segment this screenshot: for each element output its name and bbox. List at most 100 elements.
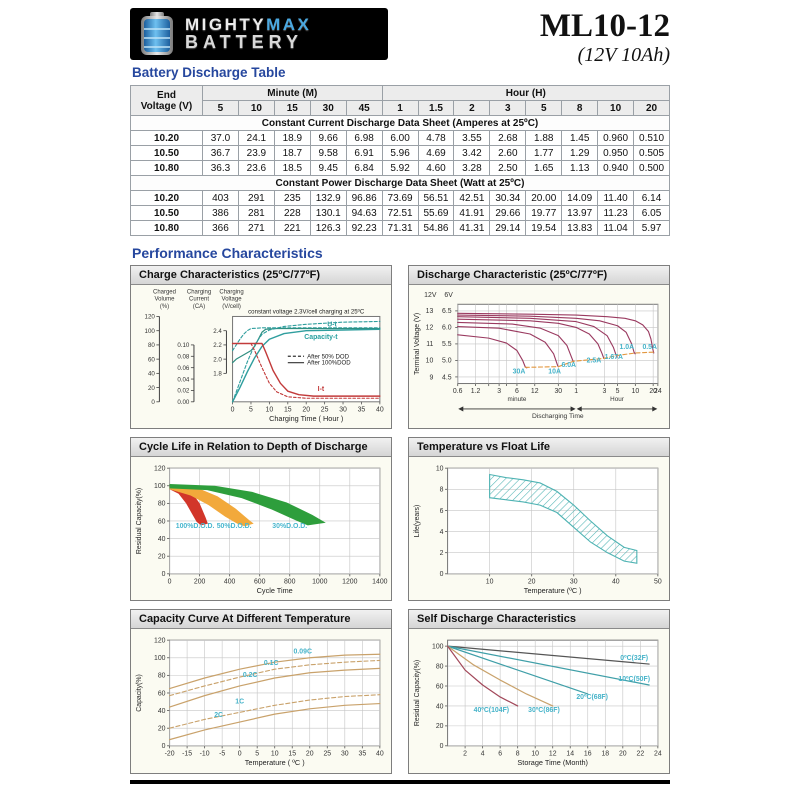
time-col-header: 20 <box>633 100 670 116</box>
value-cell: 41.31 <box>453 220 491 236</box>
value-cell: 11.04 <box>597 220 635 236</box>
value-cell: 1.65 <box>525 160 563 176</box>
svg-text:50: 50 <box>654 579 662 586</box>
svg-text:2.2: 2.2 <box>213 342 222 349</box>
end-voltage-cell: 10.50 <box>130 205 203 221</box>
header: MIGHTYMAX BATTERY Battery Discharge Tabl… <box>130 8 670 83</box>
svg-text:22: 22 <box>636 751 644 758</box>
svg-text:0: 0 <box>168 579 172 586</box>
svg-text:0.1C: 0.1C <box>264 660 279 667</box>
svg-text:80: 80 <box>436 664 444 671</box>
value-cell: 2.50 <box>489 160 527 176</box>
svg-text:80: 80 <box>158 673 166 680</box>
chart-panel-float: Temperature vs Float Life 10 20 30 40 50 0 2 4 6 8… <box>408 437 670 602</box>
svg-text:1.8: 1.8 <box>213 371 222 378</box>
svg-text:40: 40 <box>436 704 444 711</box>
svg-text:1400: 1400 <box>372 579 387 586</box>
svg-text:0.04: 0.04 <box>177 376 190 383</box>
svg-text:40: 40 <box>158 708 166 715</box>
svg-text:20: 20 <box>436 724 444 731</box>
chart-body-captemp: -20 -15 -10 -5 0 5 10 15 20 25 30 35 40 0 20 40 60 80 100 1… <box>131 629 391 772</box>
svg-text:20: 20 <box>528 579 536 586</box>
svg-text:10ºC(50F): 10ºC(50F) <box>618 676 650 683</box>
svg-text:Charged: Charged <box>153 290 176 296</box>
value-cell: 1.13 <box>561 160 599 176</box>
svg-text:Charging: Charging <box>187 290 211 296</box>
svg-text:40ºC(104F): 40ºC(104F) <box>474 707 509 714</box>
value-cell: 18.7 <box>273 145 311 161</box>
svg-text:30: 30 <box>341 751 349 758</box>
chart-title-cycle: Cycle Life in Relation to Depth of Disch… <box>131 438 391 458</box>
svg-text:2.0: 2.0 <box>213 356 222 363</box>
time-col-header: 1.5 <box>417 100 455 116</box>
svg-text:200: 200 <box>194 579 206 586</box>
svg-text:12: 12 <box>531 388 539 395</box>
svg-text:Temperature (ºC ): Temperature (ºC ) <box>524 586 582 595</box>
value-cell: 96.86 <box>345 190 383 206</box>
value-cell: 6.14 <box>633 190 670 206</box>
chart-body-charge: 0 5 10 15 20 25 30 35 40 Charged Volume (%) 0 20 40 60 8… <box>131 285 391 428</box>
svg-text:6.0A: 6.0A <box>561 362 576 369</box>
svg-text:Volume: Volume <box>155 297 176 303</box>
svg-text:100: 100 <box>432 644 444 651</box>
svg-text:11: 11 <box>426 341 433 348</box>
svg-text:0: 0 <box>440 744 444 751</box>
value-cell: 2.60 <box>489 145 527 161</box>
svg-text:0.6: 0.6 <box>453 388 463 395</box>
chart-svg-cycle: 0 200 400 600 800 1000 1200 1400 0 20 40 60 80 100 120… <box>136 466 388 596</box>
value-cell: 19.54 <box>525 220 563 236</box>
battery-discharge-table-heading: Battery Discharge Table <box>132 65 286 80</box>
value-cell: 4.69 <box>417 145 455 161</box>
time-col-header: 45 <box>345 100 383 116</box>
svg-text:30: 30 <box>339 406 347 413</box>
value-cell: 72.51 <box>381 205 419 221</box>
svg-text:20: 20 <box>302 406 310 413</box>
value-cell: 55.69 <box>417 205 455 221</box>
value-cell: 4.60 <box>417 160 455 176</box>
chart-svg-discharge: 0.6 1.2 3 6 12 30 1 3 5 10 20241312111096.56.05.55… <box>414 292 662 420</box>
value-cell: 3.55 <box>453 130 491 146</box>
svg-text:0.09C: 0.09C <box>294 649 312 656</box>
svg-text:4.5: 4.5 <box>442 374 452 381</box>
svg-text:minute: minute <box>508 396 527 403</box>
svg-text:8: 8 <box>516 751 520 758</box>
svg-text:16: 16 <box>584 751 592 758</box>
logo-text-battery: BATTERY <box>185 32 303 53</box>
svg-text:Current: Current <box>189 297 209 303</box>
svg-text:2: 2 <box>463 751 467 758</box>
svg-text:(V/cell): (V/cell) <box>222 304 241 310</box>
value-cell: 5.97 <box>633 220 670 236</box>
svg-text:120: 120 <box>154 466 166 473</box>
value-cell: 1.29 <box>561 145 599 161</box>
svg-text:15: 15 <box>284 406 292 413</box>
chart-body-discharge: 0.6 1.2 3 6 12 30 1 3 5 10 20 24 13 12 11 10 9 6.5 6.0 5.5 5… <box>409 285 669 428</box>
svg-text:-10: -10 <box>200 751 210 758</box>
time-col-header: 15 <box>273 100 311 116</box>
value-cell: 92.23 <box>345 220 383 236</box>
end-voltage-cell: 10.80 <box>130 220 203 236</box>
svg-text:120: 120 <box>145 314 156 321</box>
svg-text:(CA): (CA) <box>193 304 205 310</box>
svg-text:0: 0 <box>440 571 444 578</box>
value-cell: 1.77 <box>525 145 563 161</box>
time-col-header: 1 <box>381 100 419 116</box>
svg-text:0.10: 0.10 <box>177 342 190 349</box>
chart-svg-captemp: -20 -15 -10 -5 0 5 10 15 20 25 30 35 40 0 20 40 60 80 100 1… <box>136 638 384 768</box>
svg-text:Terminal Voltage (V): Terminal Voltage (V) <box>414 313 421 375</box>
table-row: 10.80 36.3 23.6 18.5 9.45 6.84 5.92 4.60 3.28 2.5… <box>130 160 670 176</box>
value-cell: 403 <box>202 190 239 206</box>
table-row: 10.20 403 291 235 132.9 96.86 73.69 56.51 42.51 3… <box>130 190 670 206</box>
chart-svg-selfdis: 2 4 6 8 10 12 14 16 18 20 22 240204060801000ºC(32F)… <box>414 640 662 767</box>
svg-text:5.5: 5.5 <box>442 341 452 348</box>
svg-text:18: 18 <box>601 751 609 758</box>
table-section-title: Constant Power Discharge Data Sheet (Wat… <box>130 175 670 191</box>
svg-text:60: 60 <box>158 519 166 526</box>
time-col-header: 8 <box>561 100 599 116</box>
svg-text:800: 800 <box>284 579 296 586</box>
chart-title-selfdis: Self Discharge Characteristics <box>409 610 669 630</box>
table-section-row: Constant Power Discharge Data Sheet (Wat… <box>130 175 670 191</box>
chart-body-selfdis: 2 4 6 8 10 12 14 16 18 20 22 24 0 20 40 60 80 100 0ºC(32F)… <box>409 629 669 772</box>
chart-panel-selfdis: Self Discharge Characteristics 2 4 6 8 10 12 14… <box>408 609 670 774</box>
svg-text:Temperature ( ºC ): Temperature ( ºC ) <box>245 758 305 767</box>
